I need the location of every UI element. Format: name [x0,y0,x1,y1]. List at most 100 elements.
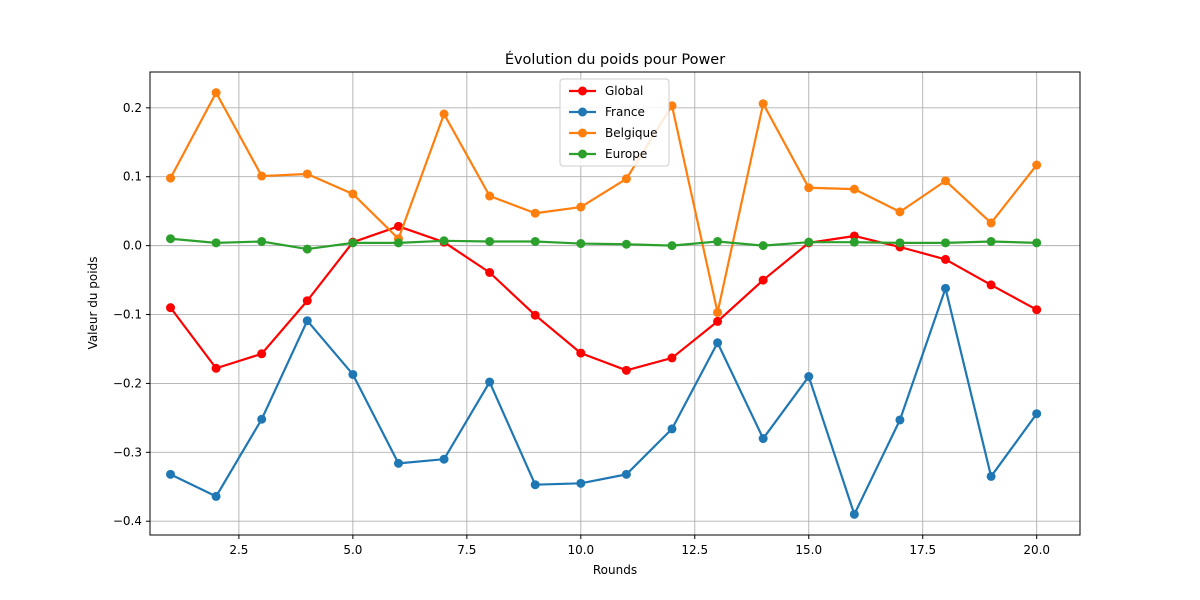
axes: 2.5 5.0 7.5 10.0 12.5 15.0 17.5 20.0 −0.4 −0.3 −0.… [113,101,1050,557]
y-tick-label: −0.1 [113,308,142,322]
y-tick-label: −0.4 [113,514,142,528]
data-point-europe [621,239,631,249]
data-point-belgique [713,307,723,317]
series-line-global [169,225,1038,372]
x-tick-label: 17.5 [909,543,936,557]
data-point-global [302,296,312,306]
data-point-global [485,267,495,277]
data-point-france [348,369,358,379]
data-point-belgique [895,207,905,217]
data-point-global [986,280,996,290]
data-point-europe [1032,238,1042,248]
data-point-belgique [576,202,586,212]
data-point-france [439,454,449,464]
chart-title: Évolution du poids pour Power [505,51,725,68]
data-point-global [849,231,859,241]
data-point-france [1032,409,1042,419]
data-point-france [393,458,403,468]
x-tick-label: 20.0 [1023,543,1050,557]
series-europe [166,234,1042,254]
legend-item-belgique: Belgique [569,126,658,140]
data-point-europe [393,238,403,248]
data-point-france [530,480,540,490]
data-point-france [485,377,495,387]
data-point-europe [895,238,905,248]
data-point-global [1032,305,1042,315]
data-point-france [804,372,814,382]
series-line-europe [170,237,1037,251]
data-point-belgique [758,99,768,109]
data-point-europe [166,234,176,244]
data-point-global [621,365,631,375]
data-point-france [166,469,176,479]
data-point-france [713,338,723,348]
data-point-global [667,353,677,363]
data-point-belgique [804,183,814,193]
data-point-belgique [1032,160,1042,170]
series-belgique [166,88,1042,317]
legend: Global France Belgique Europe [559,78,670,167]
data-point-global [166,303,176,313]
plot-frame [149,71,1081,536]
data-point-belgique [621,174,631,184]
x-axis-title: Rounds [593,563,637,577]
data-point-europe [439,236,449,246]
data-point-france [667,424,677,434]
data-point-global [576,348,586,358]
data-point-france [621,469,631,479]
y-tick-label: 0.0 [123,239,142,253]
data-point-belgique [257,171,267,181]
legend-swatch-marker [578,107,587,117]
data-point-europe [302,244,312,254]
data-point-europe [348,238,358,248]
data-point-france [257,414,267,424]
series-line-france [170,287,1038,516]
data-point-europe [713,236,723,246]
data-point-europe [804,237,814,247]
data-point-europe [257,236,267,246]
legend-item-france: France [569,105,645,119]
data-point-global [393,221,403,231]
data-point-france [758,434,768,444]
data-point-global [257,349,267,359]
data-point-france [895,415,905,425]
legend-swatch-marker [578,149,587,159]
series-line-belgique [169,91,1038,314]
legend-swatch-marker [578,128,587,138]
legend-label: Global [605,84,643,98]
data-point-france [302,316,312,326]
data-point-global [941,254,951,264]
data-point-france [941,283,951,293]
data-point-europe [530,236,540,246]
x-tick-label: 15.0 [795,543,822,557]
data-point-global [758,275,768,285]
data-point-belgique [667,101,677,111]
data-point-belgique [348,189,358,199]
data-point-europe [849,237,859,247]
series-lines [166,88,1042,519]
x-tick-label: 10.0 [567,543,594,557]
data-point-europe [667,241,677,251]
data-point-europe [576,239,586,249]
y-tick-label: 0.2 [123,101,142,115]
data-point-belgique [485,191,495,201]
legend-label: Belgique [605,126,658,140]
data-point-belgique [941,176,951,186]
data-point-global [713,316,723,326]
data-point-france [576,478,586,488]
data-point-belgique [986,218,996,228]
data-point-belgique [849,184,859,194]
series-france [166,283,1042,519]
data-point-europe [986,236,996,246]
data-point-belgique [302,169,312,179]
legend-swatch-marker [578,86,587,96]
y-tick-label: −0.2 [113,376,142,390]
legend-item-global: Global [569,84,643,98]
data-point-belgique [211,88,221,98]
y-tick-label: 0.1 [123,170,142,184]
data-point-europe [211,238,221,248]
data-point-belgique [166,173,176,183]
x-tick-label: 2.5 [229,543,248,557]
y-tick-label: −0.3 [113,445,142,459]
